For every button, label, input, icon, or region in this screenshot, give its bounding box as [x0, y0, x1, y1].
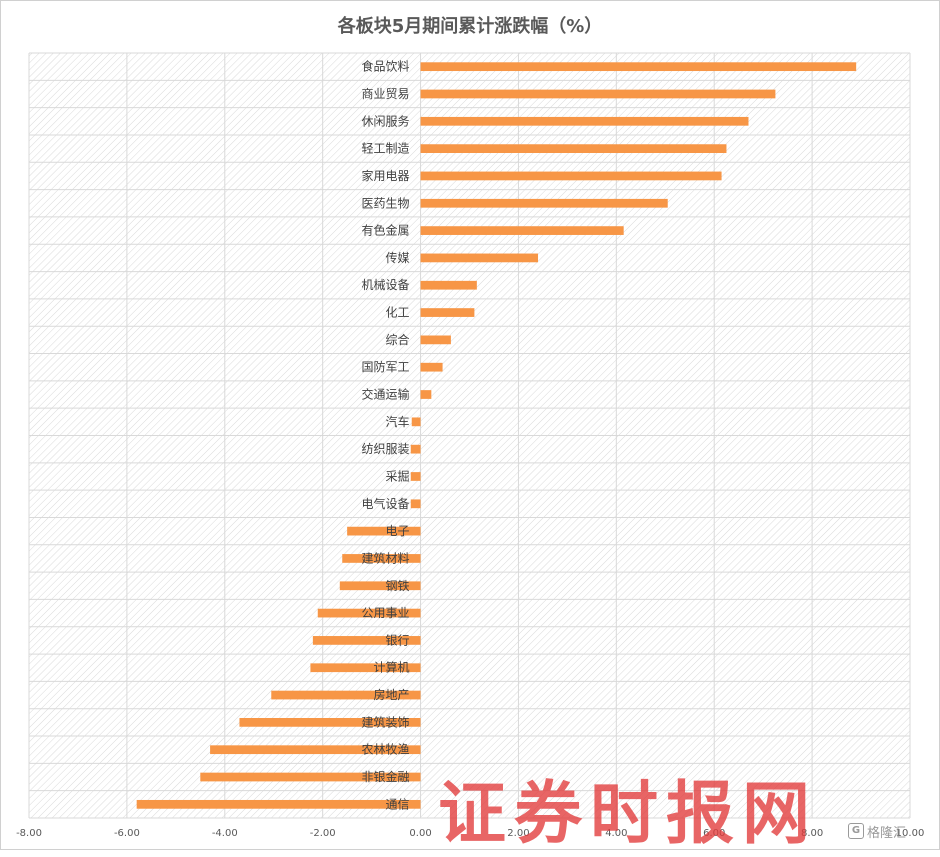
bar — [210, 745, 421, 755]
bar — [339, 581, 421, 591]
x-tick-label: 8.00 — [801, 828, 823, 839]
bar — [420, 116, 749, 126]
category-label: 化工 — [386, 306, 410, 320]
bar — [420, 362, 443, 372]
x-tick-label: -2.00 — [310, 828, 336, 839]
bar — [420, 198, 668, 208]
bar — [420, 226, 624, 235]
category-label: 计算机 — [374, 660, 410, 675]
x-tick-labels: -8.00 -6.00 -4.00 -2.00 0.00 2.00 4.00 6.00 8.00… — [16, 828, 924, 839]
category-label: 电子 — [386, 524, 410, 538]
bars — [136, 62, 857, 809]
x-tick-label: -4.00 — [212, 828, 238, 839]
category-label: 国防军工 — [362, 359, 410, 374]
category-label: 房地产 — [374, 687, 410, 702]
gridlines — [28, 52, 911, 819]
bar — [420, 390, 432, 399]
x-tick-label: 0.00 — [409, 828, 431, 839]
category-labels: 食品饮料商业贸易休闲服务轻工制造家用电器医药生物有色金属传媒机械设备化工综合国防… — [362, 59, 410, 812]
category-label: 银行 — [386, 633, 410, 647]
bar — [312, 636, 421, 645]
category-label: 钢铁 — [386, 579, 410, 593]
category-label: 采掘 — [386, 468, 410, 483]
category-label: 公用事业 — [362, 606, 410, 620]
category-label: 农林牧渔 — [362, 743, 410, 757]
bar — [310, 663, 421, 673]
bar — [317, 608, 421, 618]
x-tick-label: 6.00 — [703, 828, 725, 839]
category-label: 商业贸易 — [362, 86, 410, 101]
x-tick-label: 4.00 — [605, 828, 627, 839]
category-label: 有色金属 — [362, 223, 410, 238]
category-label: 通信 — [386, 797, 410, 811]
category-label: 交通运输 — [362, 387, 410, 402]
category-label: 传媒 — [386, 250, 410, 265]
category-label: 建筑材料 — [362, 550, 410, 565]
x-tick-label: -6.00 — [114, 828, 140, 839]
bar — [136, 799, 421, 809]
bar — [200, 772, 421, 782]
logo-text: 格隆汇 — [867, 825, 907, 841]
chart-title: 各板块5月期间累计涨跌幅（%） — [337, 16, 603, 37]
category-label: 综合 — [386, 332, 410, 347]
bar — [410, 444, 421, 454]
logo-icon: G — [848, 823, 864, 839]
watermark: 证券时报网 — [438, 775, 819, 854]
category-label: 非银金融 — [362, 769, 410, 784]
bar — [347, 526, 421, 536]
category-label: 机械设备 — [362, 277, 410, 292]
bar — [420, 89, 776, 99]
bar — [411, 417, 421, 427]
category-label: 建筑装饰 — [362, 714, 410, 729]
category-label: 纺织服装 — [362, 442, 410, 456]
x-tick-label: -8.00 — [16, 828, 42, 839]
bar — [420, 335, 451, 345]
x-tick-label: 2.00 — [507, 828, 529, 839]
bar — [342, 554, 421, 563]
category-label: 休闲服务 — [362, 113, 410, 128]
x-tick-label: 10.00 — [896, 828, 925, 839]
bar — [420, 253, 539, 263]
bar — [420, 171, 722, 181]
bar — [410, 472, 421, 481]
category-label: 轻工制造 — [362, 142, 410, 156]
bar — [420, 280, 477, 290]
category-label: 食品饮料 — [362, 59, 410, 74]
bar — [420, 62, 857, 72]
logo: G 格隆汇 — [848, 820, 906, 842]
category-label: 电气设备 — [362, 496, 410, 511]
category-label: 医药生物 — [362, 196, 410, 210]
bar — [420, 308, 475, 317]
bar — [239, 718, 421, 727]
category-label: 家用电器 — [362, 168, 410, 183]
bar — [410, 499, 421, 509]
bar — [420, 144, 727, 153]
category-label: 汽车 — [386, 414, 410, 429]
bar — [271, 690, 421, 700]
